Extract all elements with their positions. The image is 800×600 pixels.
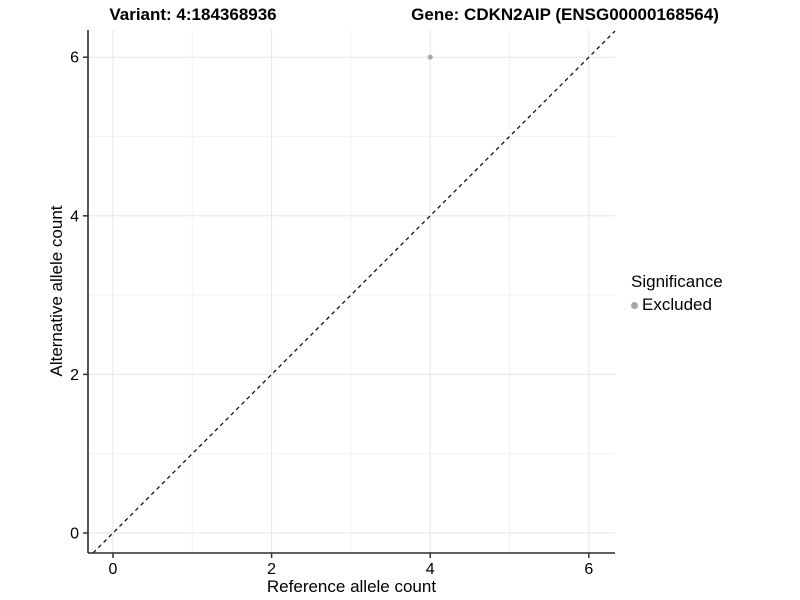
legend-point-icon bbox=[631, 301, 638, 309]
legend-item-label: Excluded bbox=[642, 295, 712, 314]
y-tick-label: 6 bbox=[70, 50, 79, 67]
y-tick-label: 2 bbox=[70, 367, 79, 384]
y-axis-title: Alternative allele count bbox=[47, 205, 66, 377]
x-tick-label: 0 bbox=[109, 561, 118, 578]
variant-title: Variant: 4:184368936 bbox=[109, 5, 277, 24]
x-tick-label: 4 bbox=[426, 561, 435, 578]
data-point bbox=[427, 54, 433, 60]
legend-title: Significance bbox=[631, 272, 723, 291]
y-tick-label: 0 bbox=[70, 526, 79, 543]
gene-title: Gene: CDKN2AIP (ENSG00000168564) bbox=[411, 5, 719, 24]
x-axis-title: Reference allele count bbox=[266, 577, 437, 596]
y-tick-label: 4 bbox=[70, 208, 79, 225]
legend: Significance Excluded bbox=[631, 272, 723, 315]
x-tick-label: 2 bbox=[267, 561, 276, 578]
x-tick-label: 6 bbox=[584, 561, 593, 578]
legend-item-excluded: Excluded bbox=[631, 295, 723, 315]
identity-reference-line bbox=[92, 30, 616, 554]
